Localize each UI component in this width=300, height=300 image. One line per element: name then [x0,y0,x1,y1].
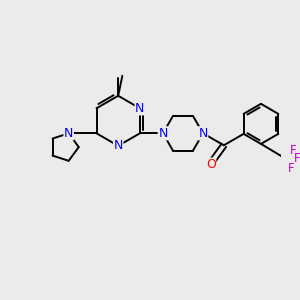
Text: N: N [135,102,145,115]
Text: N: N [198,127,208,140]
Text: N: N [113,139,123,152]
Text: F: F [293,152,300,165]
Text: N: N [64,127,74,140]
Text: O: O [206,158,216,171]
Text: F: F [288,162,295,175]
Text: N: N [158,127,168,140]
Text: F: F [290,144,296,157]
